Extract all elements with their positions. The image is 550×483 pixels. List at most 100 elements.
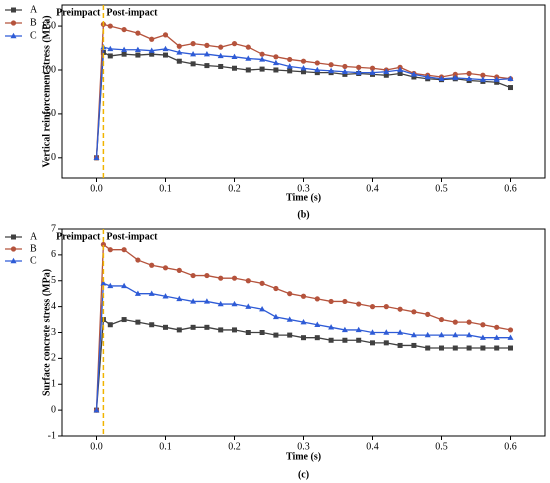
- marker: [494, 79, 500, 85]
- y-tick-label: 7: [51, 223, 56, 234]
- marker: [121, 317, 127, 323]
- marker: [480, 345, 486, 351]
- marker: [107, 322, 113, 328]
- marker: [328, 62, 334, 68]
- marker: [397, 70, 403, 76]
- marker: [383, 72, 389, 78]
- marker: [231, 300, 238, 307]
- marker: [397, 329, 404, 335]
- x-axis-label: Time (s): [286, 192, 321, 203]
- marker: [204, 63, 210, 69]
- marker: [259, 51, 265, 57]
- marker: [163, 52, 168, 58]
- marker: [107, 53, 113, 59]
- marker: [452, 319, 458, 325]
- marker: [231, 41, 238, 47]
- y-tick-label: 0: [51, 404, 56, 415]
- marker: [508, 345, 513, 351]
- marker: [93, 406, 100, 413]
- legend-label: B: [30, 17, 37, 28]
- y-tick-label: 4: [51, 301, 56, 312]
- marker: [466, 75, 473, 81]
- marker: [162, 32, 169, 38]
- x-tick-label: 0.0: [90, 441, 103, 452]
- marker: [507, 334, 514, 340]
- marker: [135, 257, 141, 263]
- marker: [314, 321, 321, 327]
- y-tick-label: 150: [41, 20, 56, 31]
- legend-marker: [10, 20, 17, 26]
- marker: [231, 275, 238, 281]
- marker: [466, 319, 472, 325]
- marker: [162, 293, 169, 299]
- marker: [148, 47, 155, 53]
- marker: [328, 298, 334, 305]
- marker: [369, 65, 376, 71]
- marker: [439, 345, 444, 351]
- marker: [466, 70, 472, 77]
- legend-marker: [10, 246, 17, 252]
- marker: [245, 278, 251, 284]
- marker: [438, 75, 445, 81]
- plot-frame: [61, 228, 546, 437]
- x-tick-label: 0.3: [297, 183, 310, 194]
- marker: [383, 304, 389, 310]
- marker: [286, 63, 293, 69]
- marker: [204, 42, 210, 48]
- y-axis-label: Surface concrete stress (MPa): [41, 269, 52, 396]
- legend-label: C: [30, 30, 37, 41]
- marker: [176, 58, 182, 64]
- marker: [100, 280, 107, 286]
- x-tick-label: 0.5: [435, 183, 448, 194]
- marker: [287, 56, 293, 63]
- marker: [493, 334, 500, 340]
- marker: [508, 85, 513, 91]
- x-tick-label: 0.4: [366, 183, 379, 194]
- marker: [300, 293, 307, 299]
- marker: [204, 272, 210, 279]
- marker: [452, 74, 459, 81]
- marker: [203, 50, 210, 57]
- caption: (b): [297, 209, 309, 220]
- marker: [176, 267, 182, 273]
- x-tick-label: 0.2: [228, 183, 241, 194]
- marker: [218, 63, 224, 69]
- marker: [273, 67, 279, 73]
- marker: [314, 66, 321, 73]
- marker: [314, 335, 320, 341]
- marker: [341, 326, 348, 333]
- marker: [479, 334, 486, 340]
- marker: [314, 60, 320, 66]
- marker: [411, 309, 417, 315]
- marker: [301, 335, 306, 341]
- marker: [328, 324, 335, 330]
- marker: [162, 265, 169, 271]
- marker: [383, 340, 389, 346]
- marker: [245, 44, 251, 50]
- marker: [397, 66, 404, 73]
- marker: [328, 337, 334, 343]
- marker: [107, 247, 113, 253]
- marker: [231, 53, 238, 60]
- marker: [190, 50, 197, 57]
- y-axis-label: Vertical reinforcement stress (MPa): [41, 15, 52, 167]
- x-tick-label: 0.3: [297, 441, 310, 452]
- marker: [301, 69, 306, 75]
- marker: [438, 331, 445, 338]
- marker: [272, 313, 279, 320]
- y-tick-label: 0: [51, 152, 56, 163]
- marker: [245, 55, 252, 61]
- marker: [342, 71, 348, 77]
- marker: [370, 340, 375, 346]
- marker: [466, 345, 472, 351]
- marker: [176, 49, 183, 55]
- annotation: Preimpact: [56, 7, 101, 18]
- y-tick-label: -1: [48, 430, 56, 441]
- marker: [203, 298, 210, 304]
- marker: [107, 23, 113, 29]
- marker: [259, 306, 266, 312]
- marker: [121, 282, 128, 289]
- marker: [176, 327, 182, 333]
- marker: [190, 41, 196, 47]
- marker: [356, 64, 362, 70]
